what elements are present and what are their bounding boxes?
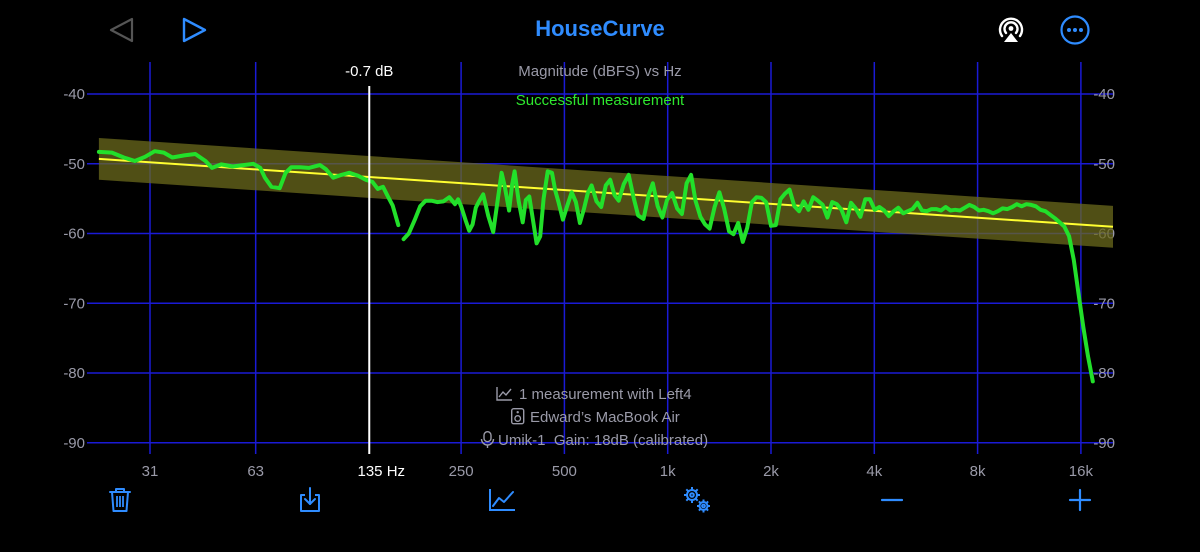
y-tick-label-left: -80 (63, 365, 85, 382)
plus-icon (1068, 488, 1092, 512)
microphone-icon (480, 430, 495, 448)
play-triangle-icon (182, 17, 207, 43)
x-tick-label: 16k (1069, 463, 1094, 480)
y-tick-label-right: -50 (1093, 156, 1115, 173)
x-tick-label: 2k (763, 463, 779, 480)
vertical-grid (149, 62, 1082, 454)
more-ellipsis-icon (1060, 15, 1090, 45)
airplay-button[interactable] (995, 14, 1027, 46)
speaker-device-text: Edward’s MacBook Air (530, 409, 680, 426)
gears-icon (684, 487, 710, 513)
y-tick-label-left: -40 (63, 86, 85, 103)
delete-button[interactable] (104, 484, 136, 516)
airplay-icon (998, 17, 1024, 42)
back-triangle-icon (109, 17, 134, 43)
chart-title: Magnitude (dBFS) vs Hz (518, 63, 681, 80)
y-tick-label-right: -80 (1093, 365, 1115, 382)
cursor-value-label: -0.7 dB (345, 63, 393, 80)
x-tick-label: 500 (552, 463, 577, 480)
measurement-curve (96, 149, 1095, 384)
y-tick-label-right: -90 (1093, 435, 1115, 452)
measurement-status: Successful measurement (516, 92, 685, 109)
x-tick-label: 31 (142, 463, 159, 480)
more-button[interactable] (1059, 14, 1091, 46)
x-tick-label: 63 (247, 463, 264, 480)
y-tick-label-left: -60 (63, 226, 85, 243)
trash-icon (109, 488, 131, 512)
y-tick-label-right: -40 (1093, 86, 1115, 103)
zoom-in-button[interactable] (1064, 484, 1096, 516)
y-tick-label-left: -70 (63, 295, 85, 312)
y-tick-label-left: -50 (63, 156, 85, 173)
download-tray-icon (300, 487, 320, 512)
forward-button[interactable] (178, 14, 210, 46)
x-tick-label: 250 (449, 463, 474, 480)
x-axis-labels: 31 63 250 500 1k 2k 4k 8k 16k 135 Hz (142, 463, 1094, 480)
speaker-icon (510, 407, 525, 425)
x-tick-label: 4k (866, 463, 882, 480)
microphone-info-text: Umik-1 Gain: 18dB (calibrated) (498, 432, 708, 449)
x-tick-label: 8k (970, 463, 986, 480)
cursor-frequency-label: 135 Hz (358, 463, 406, 480)
back-button[interactable] (106, 14, 138, 46)
measurements-button[interactable] (486, 484, 518, 516)
measurement-info: 1 measurement with Left4 Edward’s MacBoo… (480, 386, 708, 449)
y-tick-label-left: -90 (63, 435, 85, 452)
chart-icon (489, 489, 515, 511)
zoom-out-button[interactable] (876, 484, 908, 516)
chart-line-icon (496, 387, 512, 401)
export-button[interactable] (294, 484, 326, 516)
x-tick-label: 1k (660, 463, 676, 480)
minus-icon (880, 498, 904, 502)
top-bar: HouseCurve (0, 0, 1200, 60)
y-tick-label-right: -70 (1093, 295, 1115, 312)
measurement-count-text: 1 measurement with Left4 (519, 386, 692, 403)
app-title: HouseCurve (535, 16, 665, 41)
settings-button[interactable] (681, 484, 713, 516)
